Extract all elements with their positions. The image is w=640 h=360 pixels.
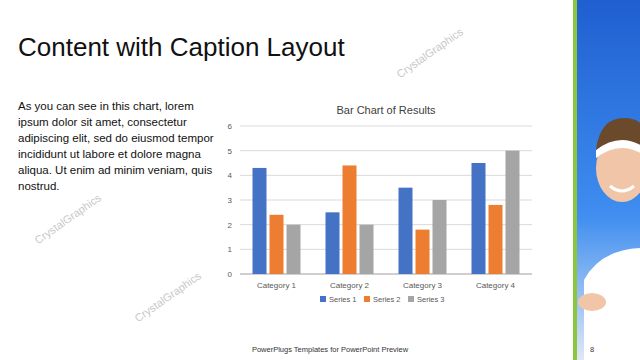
watermark: CrystalGraphics [132,269,203,324]
chart: Bar Chart of Results 0 1 2 3 4 5 6 Category 1 Cat… [228,104,532,304]
y-tick-label: 1 [228,245,233,254]
slide-canvas: CrystalGraphics CrystalGraphics CrystalGra… [0,0,640,360]
legend-swatch [408,296,414,302]
bar [270,215,284,274]
bars [253,151,520,274]
y-tick-label: 6 [228,122,233,131]
bar [253,168,267,274]
x-axis-line [240,274,532,275]
y-tick-label: 4 [228,171,233,180]
bar [506,151,520,274]
bar [326,212,340,274]
legend-label: Series 3 [417,295,445,304]
smile [610,186,634,191]
legend-swatch [320,296,326,302]
grid-line [240,274,532,275]
watermark: CrystalGraphics [394,25,465,80]
bar [343,165,357,274]
grid-line [240,175,532,176]
grid-line [240,200,532,201]
bar [489,205,503,274]
page-number: 8 [590,345,594,354]
y-tick-label: 0 [228,270,233,279]
chart-title: Bar Chart of Results [336,104,436,116]
legend-swatch [364,296,370,302]
grid-line [240,150,532,151]
hair [596,118,640,150]
bar [399,188,413,274]
slide: CrystalGraphics CrystalGraphics CrystalGra… [0,0,640,360]
caption: As you can see in this chart, lorem ipsu… [18,98,218,194]
legend-label: Series 2 [373,295,401,304]
bar [416,230,430,274]
photo-strip [573,0,640,360]
x-tick-label: Category 2 [330,281,370,290]
accent-bar [573,0,577,360]
legend-label: Series 1 [329,295,357,304]
x-tick-label: Category 4 [476,281,516,290]
bar [287,225,301,274]
x-tick-label: Category 1 [257,281,297,290]
legend: Series 1 Series 2 Series 3 [320,295,445,304]
y-tick-label: 3 [228,196,233,205]
bar [360,225,374,274]
x-tick-label: Category 3 [403,281,443,290]
y-tick-label: 2 [228,221,233,230]
watermark: CrystalGraphics [32,191,103,246]
slide-title: Content with Caption Layout [18,32,345,62]
bar [433,200,447,274]
grid-line [240,126,532,127]
footer: PowerPlugs Templates for PowerPoint Prev… [252,345,409,354]
grid-line [240,249,532,250]
hand [578,293,606,311]
bar [472,163,486,274]
y-tick-label: 5 [228,147,233,156]
grid-line [240,224,532,225]
